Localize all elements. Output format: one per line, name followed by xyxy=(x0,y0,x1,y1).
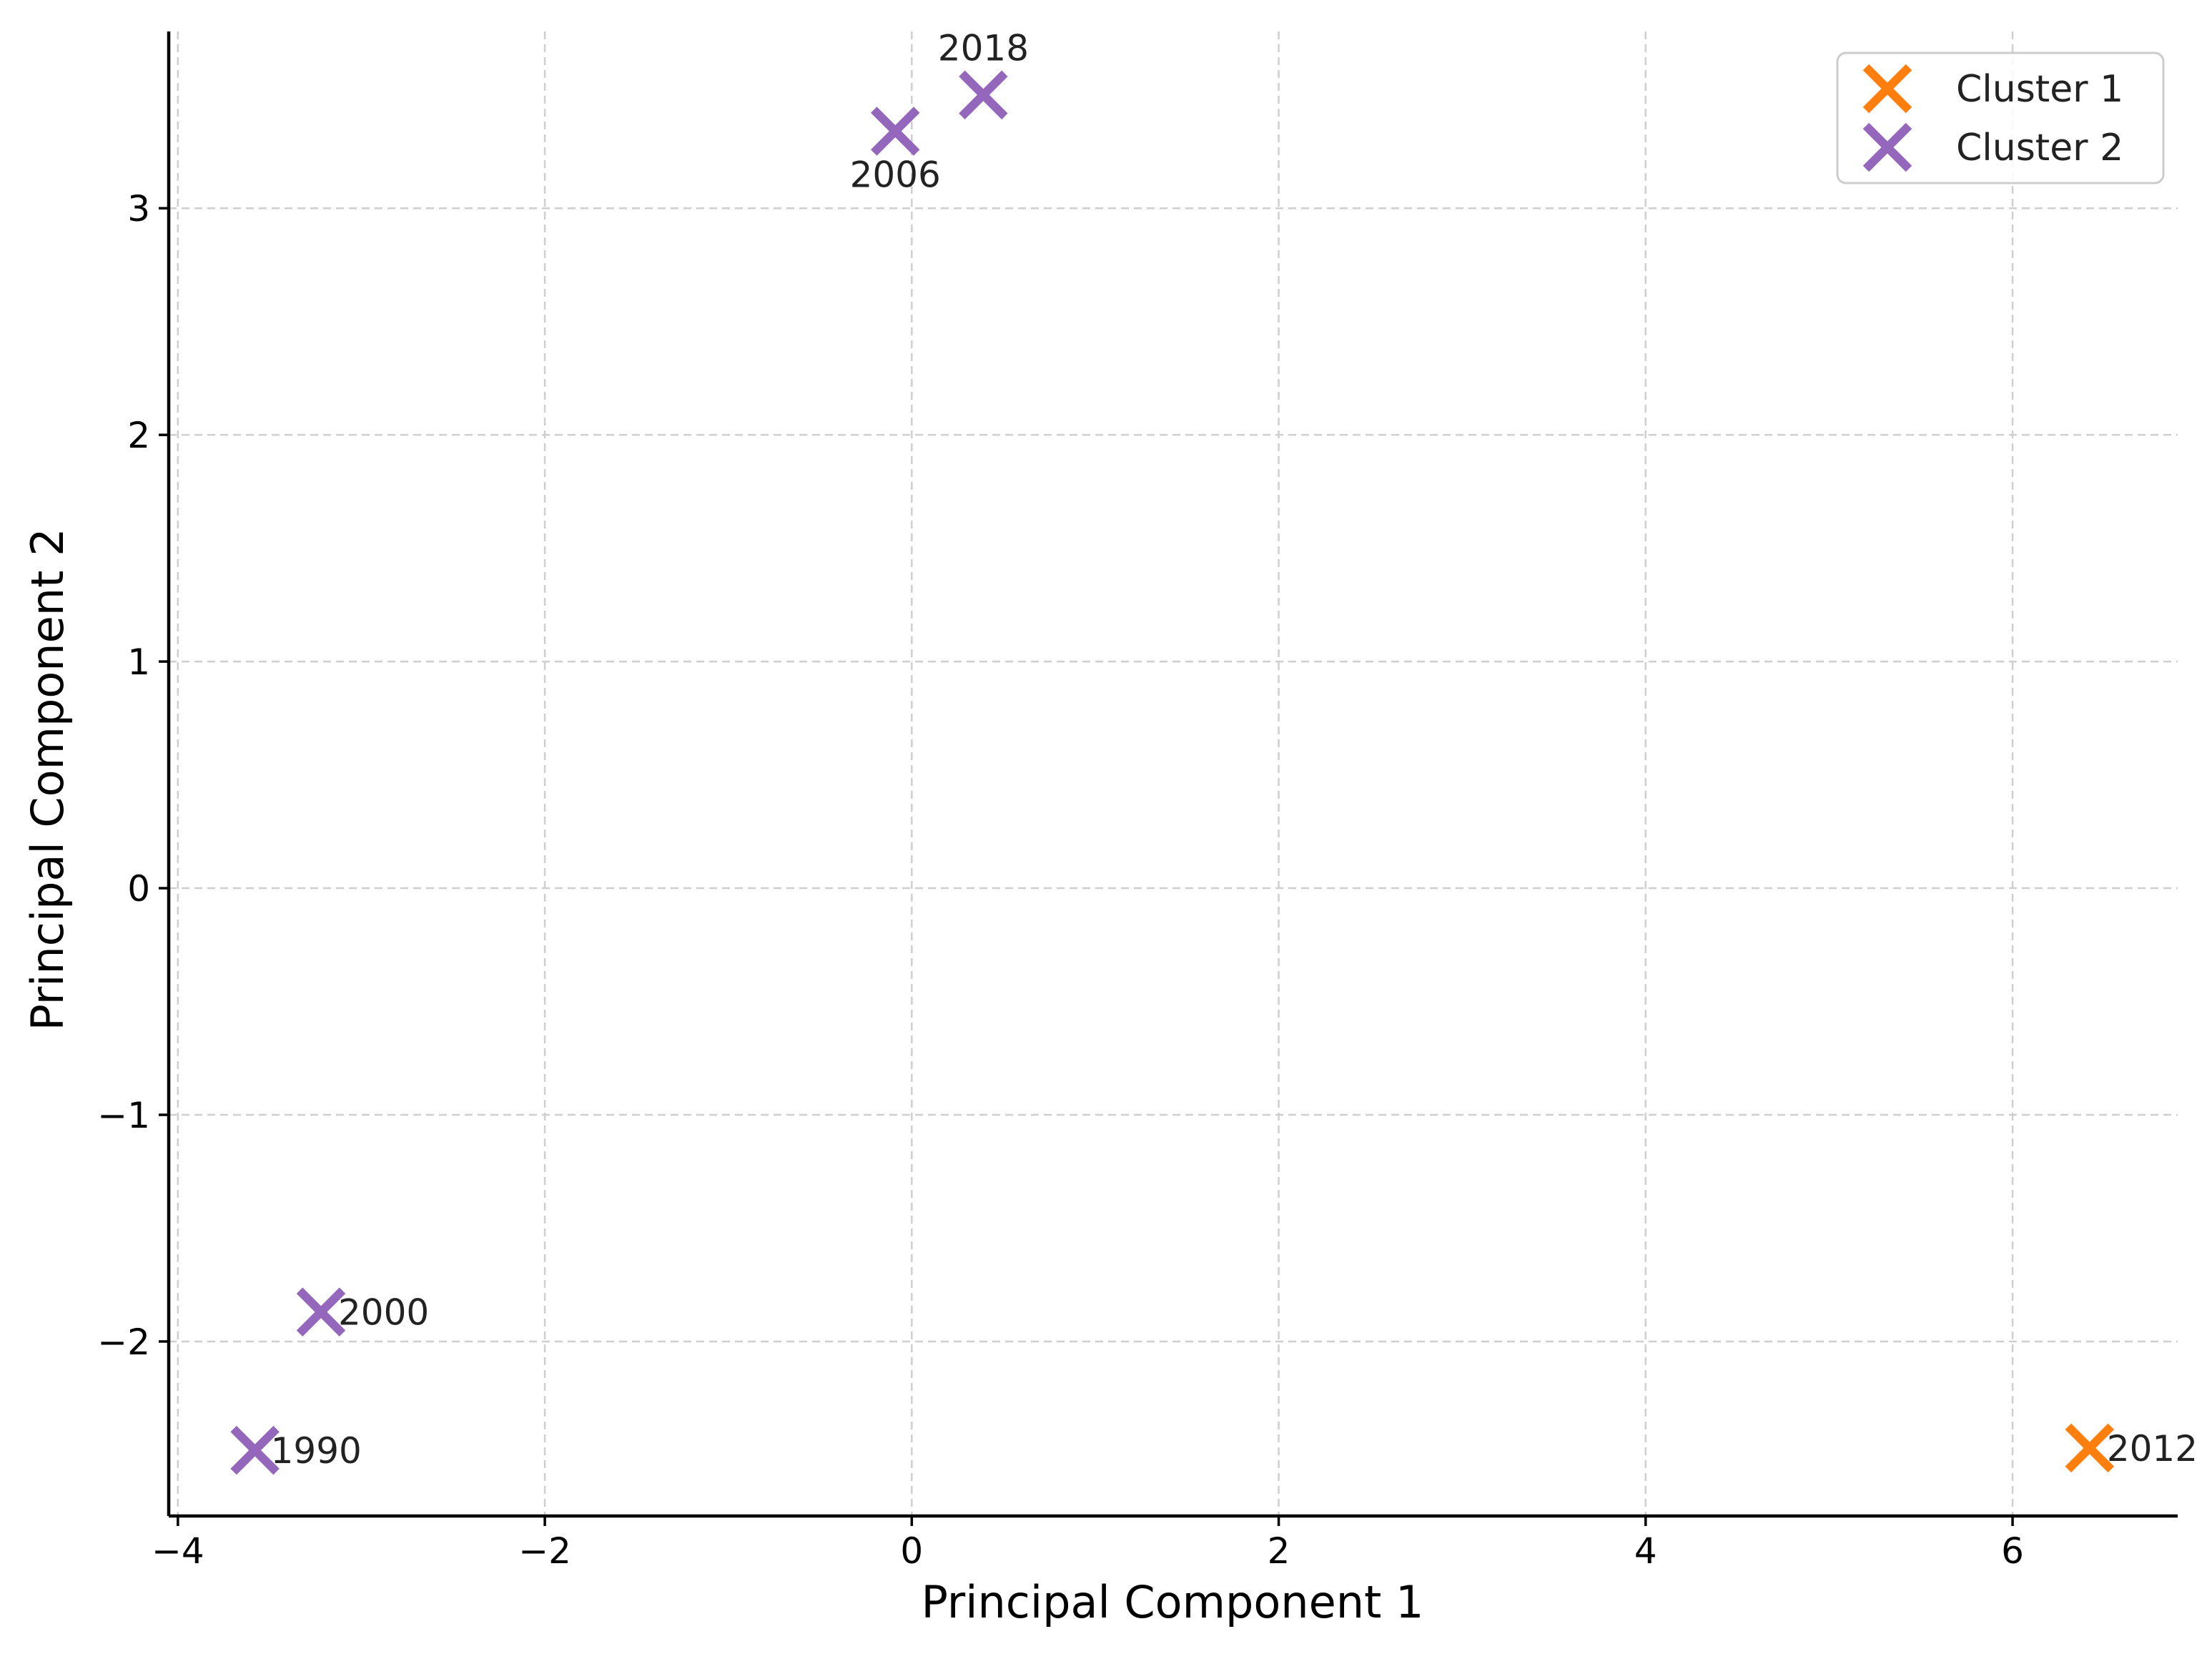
point-marker-1990 xyxy=(230,1425,280,1475)
x-tick-label: −4 xyxy=(152,1530,204,1572)
legend-marker-2 xyxy=(1862,122,1912,172)
x-tick-label: 2 xyxy=(1268,1530,1290,1572)
x-axis-title: Principal Component 1 xyxy=(921,1576,1423,1628)
y-axis-title: Principal Component 2 xyxy=(21,528,74,1030)
legend-box xyxy=(1836,51,2165,184)
point-labels: 2012 1990 2000 2006 2018 xyxy=(271,28,2198,1472)
point-label-2018: 2018 xyxy=(938,28,1029,69)
y-tick-label: 3 xyxy=(127,188,150,230)
point-label-1990: 1990 xyxy=(271,1430,362,1472)
legend-label-1: Cluster 1 xyxy=(1956,68,2123,111)
legend-marker-1 xyxy=(1862,64,1912,114)
y-tick-label: 1 xyxy=(127,641,150,683)
grid xyxy=(169,31,2178,1516)
y-tick-label: 2 xyxy=(127,415,150,456)
point-label-2012: 2012 xyxy=(2107,1428,2198,1470)
point-label-2006: 2006 xyxy=(850,154,941,195)
point-marker-2000 xyxy=(296,1287,346,1337)
point-marker-2006 xyxy=(870,107,920,156)
y-tick-label: −1 xyxy=(97,1095,150,1136)
legend-label-2: Cluster 2 xyxy=(1956,127,2123,169)
y-tick-label: −2 xyxy=(97,1321,150,1363)
point-marker-2012 xyxy=(2065,1423,2115,1473)
x-tick-label: −2 xyxy=(518,1530,571,1572)
y-tick-label: 0 xyxy=(127,868,150,910)
data-points xyxy=(230,70,2115,1475)
x-tick-label: 6 xyxy=(2001,1530,2024,1572)
axes xyxy=(159,31,2178,1526)
point-label-2000: 2000 xyxy=(338,1292,429,1334)
legend: Cluster 1 Cluster 2 xyxy=(1836,51,2165,184)
legend-items: Cluster 1 Cluster 2 xyxy=(1862,64,2123,172)
x-tick-label: 4 xyxy=(1634,1530,1657,1572)
tick-labels: −4 −2 0 2 4 6 −2 −1 0 1 2 3 xyxy=(97,188,2024,1572)
x-tick-label: 0 xyxy=(900,1530,923,1572)
point-marker-2018 xyxy=(959,70,1008,119)
